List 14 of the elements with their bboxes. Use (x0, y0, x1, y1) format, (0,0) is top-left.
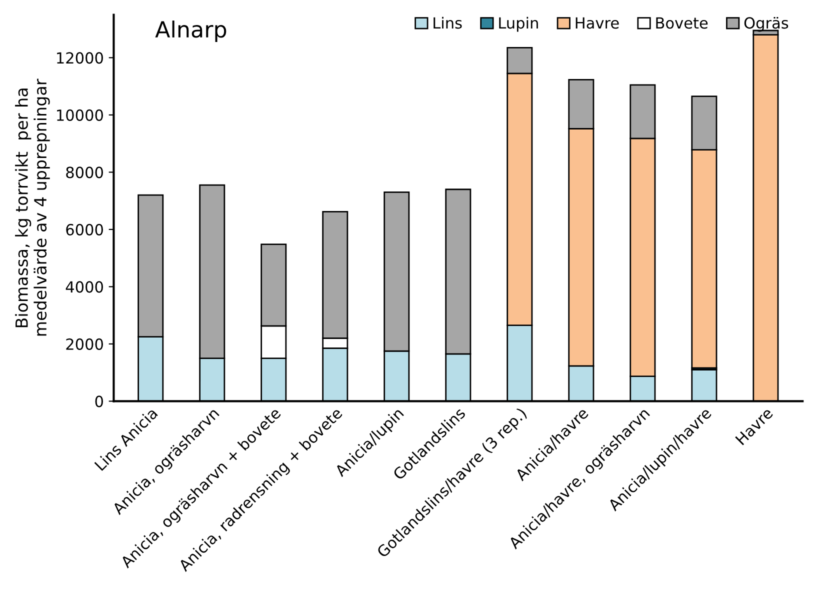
y-tick-label: 4000 (66, 281, 103, 293)
y-tick-label: 12000 (57, 52, 103, 64)
y-tick-label: 2000 (66, 338, 103, 350)
y-tick-label: 6000 (66, 224, 103, 236)
legend-label: Lins (434, 16, 462, 29)
y-tick-label: 8000 (66, 166, 103, 178)
legend-label: Lupin (499, 16, 538, 32)
legend-label: Havre (576, 17, 619, 29)
legend-label: Ogräs (744, 16, 788, 32)
legend-label: Bovete (656, 17, 708, 29)
y-axis-title: Biomassa, kg torrvikt per ha medelvärde av 4 upprepningar (15, 78, 50, 336)
chart-title: Alnarp (155, 20, 226, 42)
y-tick-label: 10000 (57, 109, 103, 121)
y-tick-label: 0 (95, 396, 103, 408)
